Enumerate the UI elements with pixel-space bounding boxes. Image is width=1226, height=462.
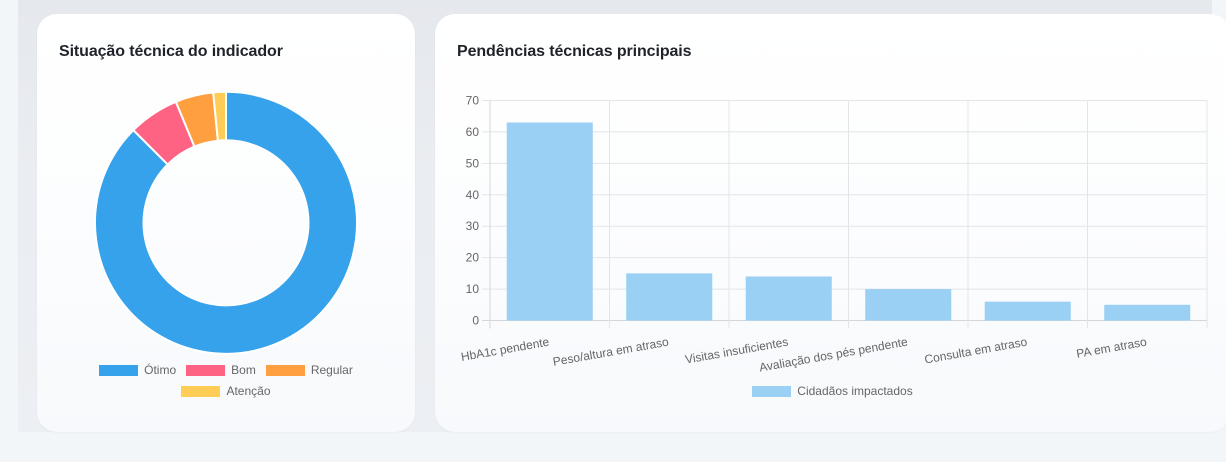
legend-item-cidadaos-impactados[interactable]: Cidadãos impactados (752, 384, 913, 398)
legend-item-0[interactable]: Ótimo (99, 364, 176, 377)
legend-color-swatch (181, 386, 221, 397)
charts-section: Situação técnica do indicador Ótimo Bom Re… (18, 0, 1226, 432)
legend-color-swatch (186, 365, 226, 376)
doughnut-legend: Ótimo Bom Regular Atenção (86, 364, 366, 398)
bar-legend: Cidadãos impactados (435, 385, 1226, 398)
legend-item-1[interactable]: Bom (186, 364, 256, 377)
legend-label: Bom (231, 363, 256, 377)
bar-chart: 0 10 20 30 40 50 60 70 HbA1c pendente Peso/altura… (460, 94, 1208, 375)
legend-label: Regular (310, 363, 353, 377)
pendencias-chart-card: Pendências técnicas principais 0 10 20 30 40… (435, 14, 1226, 432)
y-tick-label: 10 (466, 282, 480, 296)
legend-item-2[interactable]: Regular (265, 363, 353, 377)
doughnut-slice-atencao[interactable] (212, 90, 227, 142)
pendencias-chart-title: Pendências técnicas principais (457, 43, 692, 60)
x-tick-label: HbA1c pendente (460, 335, 551, 364)
bar-2[interactable] (745, 276, 832, 321)
bar-4[interactable] (984, 301, 1071, 321)
y-tick-label: 60 (466, 125, 480, 139)
status-chart-title: Situação técnica do indicador (59, 43, 283, 60)
doughnut-chart (94, 90, 358, 355)
legend-label: Ótimo (144, 363, 177, 377)
status-chart-card: Situação técnica do indicador Ótimo Bom Re… (37, 14, 415, 432)
legend-color-swatch (265, 365, 305, 376)
y-tick-label: 30 (466, 219, 480, 233)
bar-5[interactable] (1104, 304, 1191, 321)
y-tick-label: 40 (466, 188, 480, 202)
bar-3[interactable] (865, 289, 952, 321)
x-tick-label: Consulta em atraso (923, 335, 1028, 367)
doughnut-slice-otimo[interactable] (94, 90, 358, 355)
x-tick-label: PA em atraso (1075, 335, 1148, 361)
legend-item-3[interactable]: Atenção (181, 384, 271, 398)
y-tick-label: 0 (472, 314, 479, 328)
y-tick-label: 20 (466, 251, 480, 265)
legend-color-swatch (752, 386, 792, 397)
legend-label: Atenção (226, 384, 271, 398)
legend-color-swatch (99, 365, 139, 376)
bar-0[interactable] (506, 122, 593, 321)
x-tick-label: Peso/altura em atraso (552, 335, 670, 369)
y-tick-label: 50 (466, 156, 480, 170)
legend-label: Cidadãos impactados (797, 384, 913, 398)
bar-1[interactable] (626, 273, 713, 321)
y-tick-label: 70 (466, 94, 480, 108)
